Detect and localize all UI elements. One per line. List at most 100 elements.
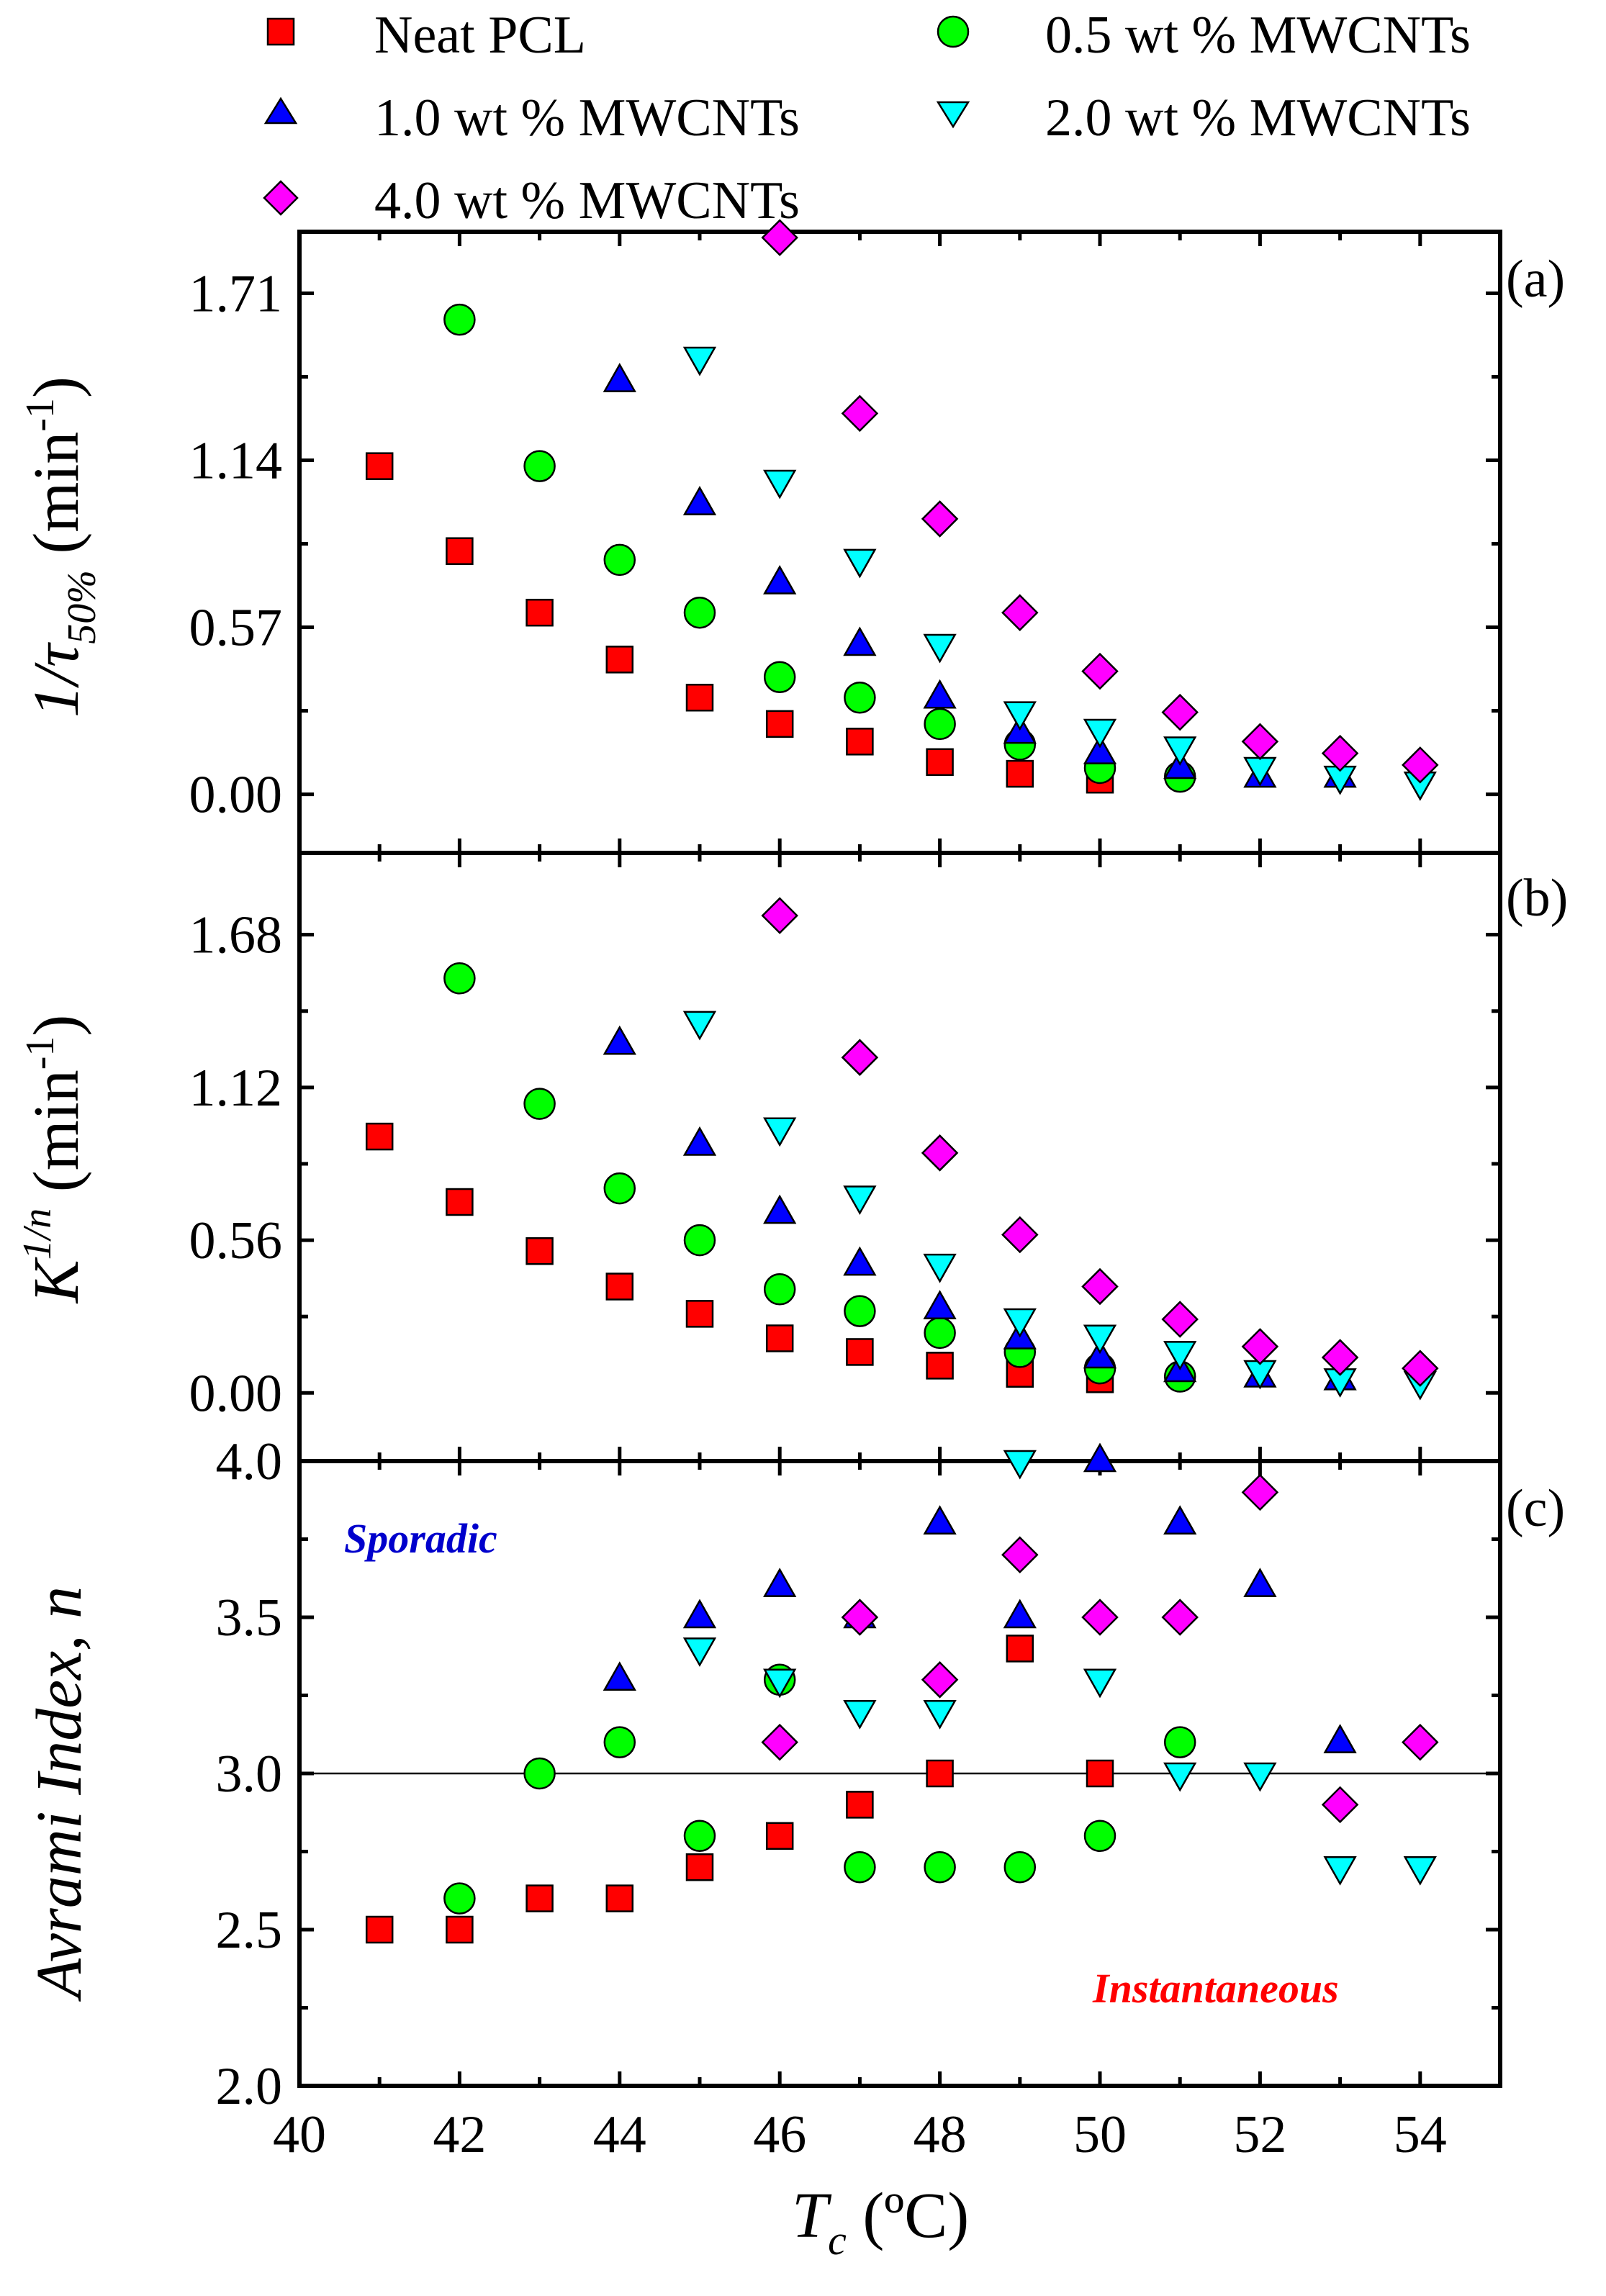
data-point-triangle-down <box>923 1253 957 1283</box>
legend-label: 2.0 wt % MWCNTs <box>1045 89 1471 148</box>
data-point-circle <box>683 596 716 629</box>
data-point-circle <box>1083 1820 1116 1853</box>
data-point-square <box>525 1884 554 1912</box>
data-point-diamond <box>841 394 879 433</box>
legend-entry-neat-pcl: Neat PCL <box>266 6 586 65</box>
y-tick-label: 3.0 <box>216 1745 283 1804</box>
data-point-triangle-down <box>763 469 797 500</box>
data-point-square <box>446 1915 474 1944</box>
y-title-b-main: K <box>21 1257 92 1304</box>
data-point-diamond <box>1081 1599 1119 1636</box>
data-point-triangle-up <box>1323 1724 1357 1753</box>
y-axis-title-b: K1/n (min-1) <box>15 1015 92 1305</box>
data-point-square <box>365 452 394 480</box>
data-point-square <box>685 1853 714 1881</box>
data-point-square <box>1006 1635 1034 1663</box>
data-point-square <box>926 1759 954 1788</box>
data-point-square <box>926 748 954 777</box>
data-point-triangle-down <box>1083 1668 1117 1699</box>
data-point-circle <box>443 962 476 995</box>
data-point-circle <box>844 1295 876 1327</box>
data-point-triangle-up <box>763 564 797 595</box>
data-point-square <box>446 1188 474 1216</box>
y-tick-label: 1.14 <box>189 432 283 491</box>
y-tick-label: 1.68 <box>189 906 283 965</box>
data-point-square <box>846 1791 874 1819</box>
y-title-a-sub: 50% <box>60 570 104 644</box>
data-point-square <box>365 1122 394 1151</box>
y-axis-title-c: Avrami Index, n <box>24 1586 95 2002</box>
data-point-triangle-down <box>682 346 717 376</box>
legend-entry-1-0-wt: 1.0 wt % MWCNTs <box>263 89 800 148</box>
data-point-circle <box>763 1273 796 1306</box>
y-title-a-units: (min <box>21 432 92 570</box>
data-point-triangle-up <box>763 1568 797 1597</box>
data-point-circle <box>924 1850 956 1884</box>
data-point-circle <box>844 1850 876 1884</box>
data-point-diamond <box>761 897 798 934</box>
data-point-square <box>1006 759 1034 788</box>
data-point-circle <box>1003 1850 1037 1884</box>
x-tick-label: 46 <box>753 2105 806 2164</box>
data-point-diamond <box>921 1134 959 1172</box>
data-point-square <box>685 684 714 712</box>
data-point-square <box>765 1822 794 1850</box>
x-title-main: T <box>792 2180 832 2251</box>
data-point-diamond <box>1161 1301 1199 1338</box>
data-point-triangle-down <box>843 548 877 579</box>
data-point-triangle-up <box>682 1126 717 1156</box>
data-point-triangle-down <box>843 1185 877 1215</box>
data-point-triangle-up <box>923 1505 957 1535</box>
data-point-circle <box>443 303 476 336</box>
data-point-triangle-down <box>923 1699 957 1730</box>
data-point-diamond <box>1001 1216 1039 1254</box>
data-point-triangle-down <box>1003 1308 1037 1338</box>
data-point-circle <box>523 450 556 482</box>
legend-entry-2-0-wt: 2.0 wt % MWCNTs <box>936 89 1471 148</box>
legend-circle-marker <box>937 15 970 48</box>
data-point-triangle-up <box>843 626 877 656</box>
y-tick-label: 1.71 <box>189 264 283 323</box>
x-axis-title: Tc (ºC) <box>792 2180 969 2264</box>
panel-b-label: (b) <box>1506 869 1568 928</box>
sporadic-annotation: Sporadic <box>344 1515 497 1562</box>
legend-diamond-marker <box>263 180 299 216</box>
data-point-diamond <box>1001 594 1039 631</box>
data-point-square <box>605 1273 634 1301</box>
legend: Neat PCL 0.5 wt % MWCNTs 1.0 wt % MWCNTs… <box>263 6 1471 230</box>
x-tick-label: 40 <box>273 2105 326 2164</box>
y-tick-label: 0.57 <box>189 599 283 658</box>
data-point-diamond <box>1321 1339 1359 1376</box>
data-point-triangle-down <box>843 1699 877 1730</box>
data-point-triangle-down <box>682 1011 717 1041</box>
y-title-b-sup: 1/n <box>15 1208 60 1260</box>
data-point-square <box>525 1237 554 1265</box>
x-tick-label: 44 <box>593 2105 646 2164</box>
x-tick-label: 52 <box>1233 2105 1286 2164</box>
data-point-diamond <box>1321 1786 1359 1824</box>
data-point-triangle-down <box>1003 1450 1037 1480</box>
data-point-triangle-down <box>1083 1324 1117 1355</box>
data-point-triangle-down <box>682 1637 717 1667</box>
data-point-diamond <box>1402 746 1439 784</box>
data-point-triangle-down <box>1163 1341 1197 1370</box>
legend-square-marker <box>266 17 295 46</box>
data-point-square <box>605 1884 634 1912</box>
data-point-triangle-down <box>1243 1762 1277 1792</box>
y-tick-label: 1.12 <box>189 1059 283 1118</box>
data-point-circle <box>523 1088 556 1120</box>
legend-label: 4.0 wt % MWCNTs <box>374 171 800 230</box>
legend-triangle-up-marker <box>263 96 298 125</box>
data-point-triangle-down <box>763 1668 797 1699</box>
data-point-circle <box>683 1820 716 1853</box>
y-tick-label: 2.5 <box>216 1901 283 1960</box>
data-point-square <box>846 1338 874 1366</box>
legend-triangle-down-marker <box>936 101 970 129</box>
data-point-circle <box>1163 1726 1196 1758</box>
data-point-triangle-up <box>1003 1599 1037 1629</box>
y-tick-label: 0.56 <box>189 1211 283 1270</box>
data-point-triangle-up <box>1083 735 1117 764</box>
data-point-triangle-up <box>1163 1505 1197 1535</box>
data-point-triangle-down <box>1003 701 1037 731</box>
